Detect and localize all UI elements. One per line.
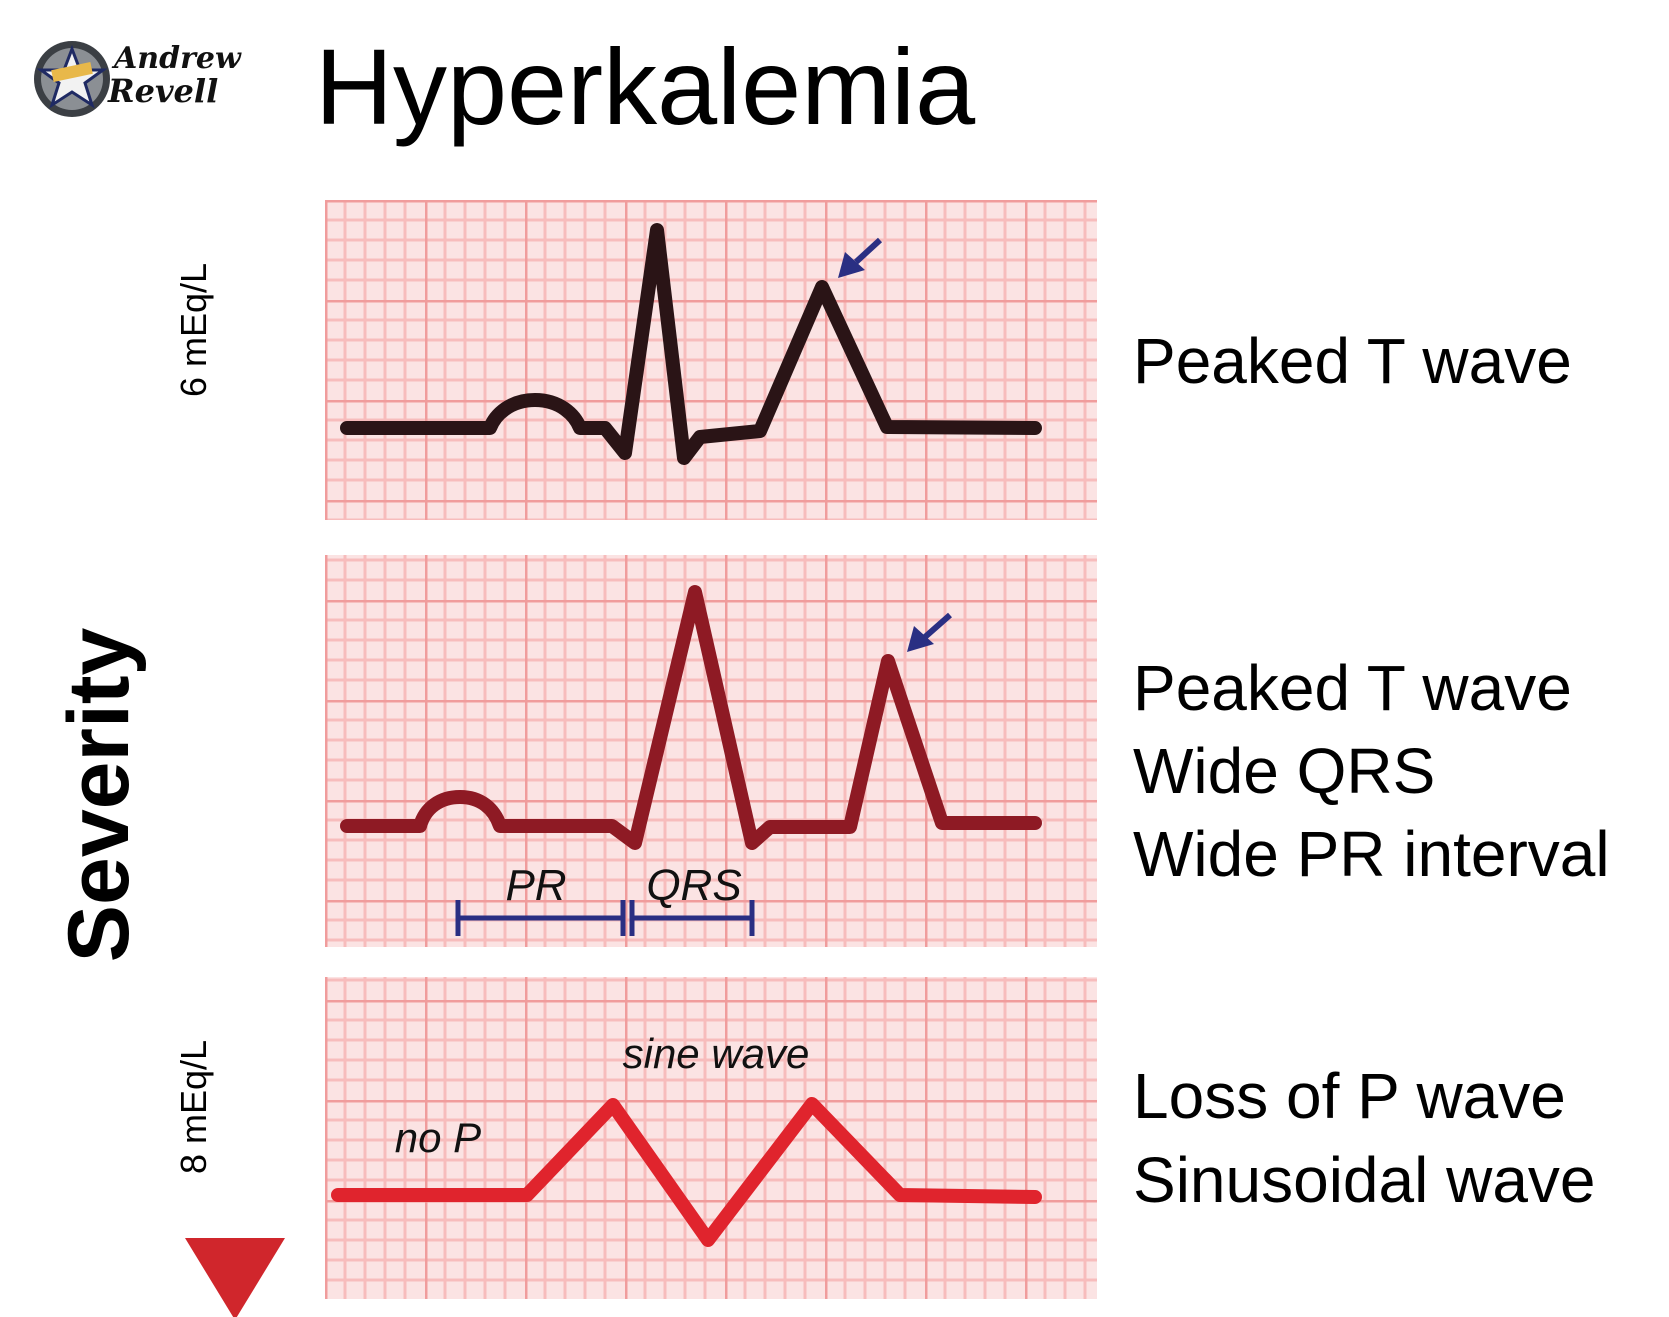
page-title: Hyperkalemia [315,26,976,147]
no-p-label: no P [395,1114,481,1161]
panel-2-description-2: Wide QRS [1133,735,1435,807]
ecg-trace-1 [340,223,1042,465]
panel-2-description-1: Peaked T wave [1133,652,1572,724]
sine-wave-label: sine wave [623,1030,810,1077]
qrs-interval-marker [629,900,755,936]
pr-label: PR [505,861,566,910]
severity-label: Severity [51,627,147,962]
arrow-icon-1 [838,237,883,278]
arrow-icon-2 [907,612,952,652]
logo: Andrew Revell [34,41,242,117]
panel-3-description-2: Sinusoidal wave [1133,1144,1596,1216]
ecg-panel-1 [325,200,1097,520]
severity-arrow [185,201,285,1317]
severity-bottom-label: 8 mEq/L [173,1040,214,1174]
ecg-trace-3 [331,1097,1042,1247]
logo-line-1: Andrew [111,41,242,76]
qrs-label: QRS [646,861,741,910]
logo-line-2: Revell [107,72,218,110]
ecg-panel-2: PR QRS [325,555,1097,947]
panel-1-description: Peaked T wave [1133,325,1572,397]
severity-top-label: 6 mEq/L [173,263,214,397]
panel-3-description-1: Loss of P wave [1133,1060,1566,1132]
pr-interval-marker [455,900,626,936]
panel-2-description-3: Wide PR interval [1133,818,1610,890]
star-badge-icon [34,41,110,117]
ecg-panel-3: no P sine wave [325,977,1097,1299]
ecg-trace-2 [340,585,1042,850]
